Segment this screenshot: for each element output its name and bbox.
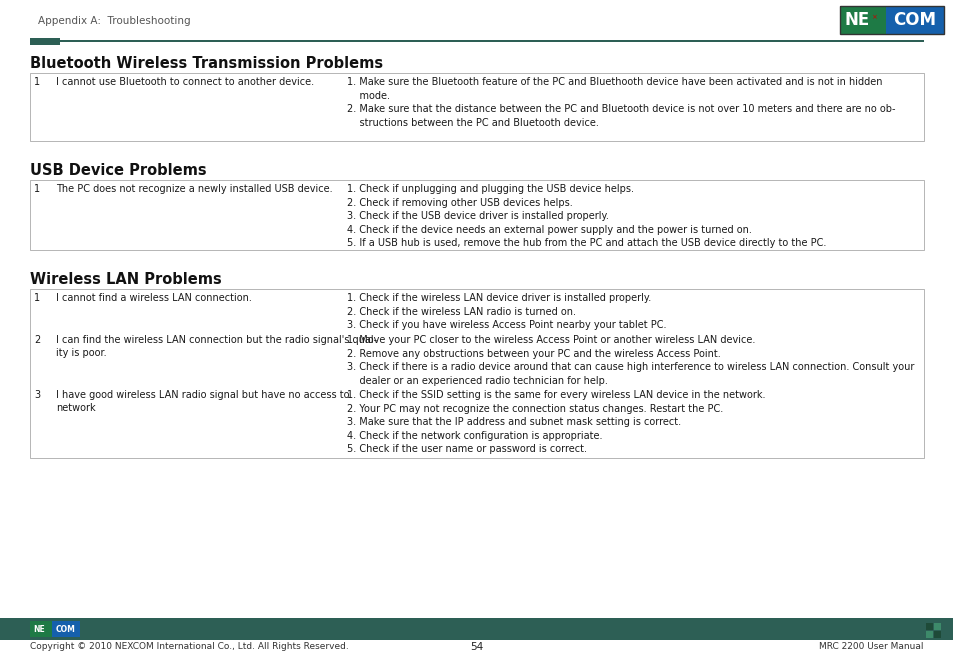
Text: NE: NE	[33, 624, 45, 634]
Bar	[933, 623, 940, 630]
Bar	[30, 73, 923, 141]
Bar	[30, 180, 923, 250]
Text: 1. Make sure the Bluetooth feature of the PC and Bluethooth device have been act: 1. Make sure the Bluetooth feature of th…	[347, 77, 895, 128]
Bar	[30, 40, 923, 42]
Text: The PC does not recognize a newly installed USB device.: The PC does not recognize a newly instal…	[56, 184, 333, 194]
Bar	[885, 6, 943, 34]
Text: I can find the wireless LAN connection but the radio signal's qual-
ity is poor.: I can find the wireless LAN connection b…	[56, 335, 376, 358]
Bar	[30, 289, 923, 458]
Text: MRC 2200 User Manual: MRC 2200 User Manual	[819, 642, 923, 651]
Text: COM: COM	[893, 11, 936, 29]
Text: 1. Check if the wireless LAN device driver is installed properly.
2. Check if th: 1. Check if the wireless LAN device driv…	[347, 293, 666, 330]
Text: 1: 1	[34, 77, 40, 87]
Bar	[30, 621, 52, 637]
Text: COM: COM	[56, 624, 76, 634]
Bar	[840, 6, 943, 34]
Text: Wireless LAN Problems: Wireless LAN Problems	[30, 272, 221, 287]
Bar	[30, 38, 60, 45]
Bar	[840, 6, 885, 34]
Text: NE: NE	[844, 11, 869, 29]
Text: 2: 2	[34, 335, 40, 345]
Text: USB Device Problems: USB Device Problems	[30, 163, 207, 178]
Bar	[925, 631, 932, 638]
Text: 1. Check if the SSID setting is the same for every wireless LAN device in the ne: 1. Check if the SSID setting is the same…	[347, 390, 764, 454]
Text: Bluetooth Wireless Transmission Problems: Bluetooth Wireless Transmission Problems	[30, 56, 383, 71]
Text: 1: 1	[34, 293, 40, 303]
Bar	[52, 621, 80, 637]
Bar	[0, 618, 953, 640]
Text: I have good wireless LAN radio signal but have no access to
network: I have good wireless LAN radio signal bu…	[56, 390, 349, 413]
Text: Copyright © 2010 NEXCOM International Co., Ltd. All Rights Reserved.: Copyright © 2010 NEXCOM International Co…	[30, 642, 349, 651]
Text: 1. Move your PC closer to the wireless Access Point or another wireless LAN devi: 1. Move your PC closer to the wireless A…	[347, 335, 913, 386]
Text: 1: 1	[34, 184, 40, 194]
Text: Appendix A:  Troubleshooting: Appendix A: Troubleshooting	[38, 16, 191, 26]
Text: ×: ×	[870, 14, 876, 20]
Text: 1. Check if unplugging and plugging the USB device helps.
2. Check if removing o: 1. Check if unplugging and plugging the …	[347, 184, 825, 249]
Text: I cannot find a wireless LAN connection.: I cannot find a wireless LAN connection.	[56, 293, 252, 303]
Text: 54: 54	[470, 642, 483, 652]
Bar	[933, 631, 940, 638]
Text: I cannot use Bluetooth to connect to another device.: I cannot use Bluetooth to connect to ano…	[56, 77, 314, 87]
Bar	[925, 623, 932, 630]
Text: 3: 3	[34, 390, 40, 400]
